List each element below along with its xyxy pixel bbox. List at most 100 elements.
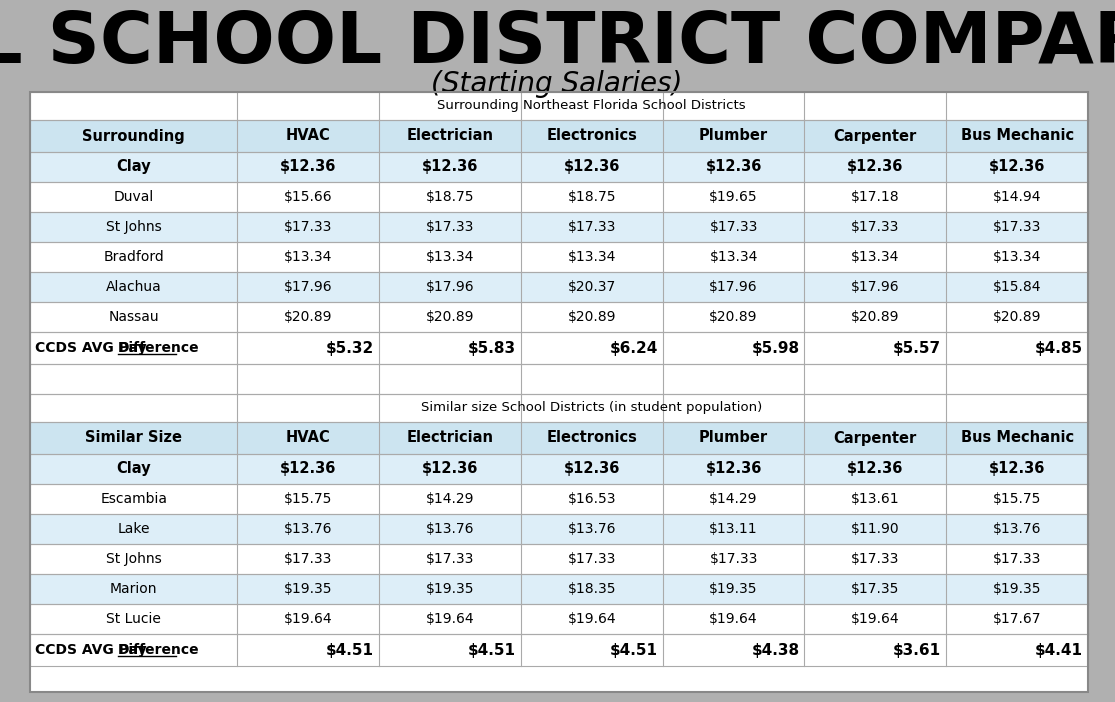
Bar xyxy=(30,272,1088,302)
Bar xyxy=(30,92,1088,120)
Text: Surrounding: Surrounding xyxy=(83,128,185,143)
Text: $12.36: $12.36 xyxy=(280,159,337,175)
Bar xyxy=(30,120,1088,152)
Text: Bradford: Bradford xyxy=(104,250,164,264)
Bar xyxy=(30,242,1088,272)
Text: $17.33: $17.33 xyxy=(709,220,758,234)
Bar xyxy=(30,574,1088,604)
Text: $16.53: $16.53 xyxy=(568,492,617,506)
Text: Lake: Lake xyxy=(117,522,149,536)
Text: $6.24: $6.24 xyxy=(609,340,658,355)
Text: $13.76: $13.76 xyxy=(284,522,332,536)
Text: Nassau: Nassau xyxy=(108,310,159,324)
Text: Difference: Difference xyxy=(118,643,200,657)
Text: $19.35: $19.35 xyxy=(284,582,332,596)
Text: $17.96: $17.96 xyxy=(851,280,900,294)
Text: $20.89: $20.89 xyxy=(284,310,332,324)
Text: $20.89: $20.89 xyxy=(992,310,1041,324)
Text: St Lucie: St Lucie xyxy=(106,612,162,626)
Text: $3.61: $3.61 xyxy=(893,642,941,658)
Text: Plumber: Plumber xyxy=(699,128,768,143)
Text: $18.75: $18.75 xyxy=(568,190,617,204)
Bar xyxy=(30,332,1088,364)
Text: $17.33: $17.33 xyxy=(426,552,474,566)
Text: $13.11: $13.11 xyxy=(709,522,758,536)
Text: $17.96: $17.96 xyxy=(426,280,474,294)
Text: $18.75: $18.75 xyxy=(426,190,474,204)
Text: Bus Mechanic: Bus Mechanic xyxy=(960,430,1074,446)
Text: $11.90: $11.90 xyxy=(851,522,900,536)
Text: Clay: Clay xyxy=(116,461,151,477)
Text: $17.33: $17.33 xyxy=(284,220,332,234)
Text: $15.66: $15.66 xyxy=(284,190,332,204)
Text: $4.85: $4.85 xyxy=(1035,340,1083,355)
Text: $17.33: $17.33 xyxy=(993,220,1041,234)
Text: Surrounding Northeast Florida School Districts: Surrounding Northeast Florida School Dis… xyxy=(437,100,746,112)
Text: $17.18: $17.18 xyxy=(851,190,900,204)
Text: $12.36: $12.36 xyxy=(706,159,762,175)
Text: $4.51: $4.51 xyxy=(468,642,516,658)
Text: Alachua: Alachua xyxy=(106,280,162,294)
Bar xyxy=(30,92,1088,692)
Text: $5.83: $5.83 xyxy=(468,340,516,355)
Text: $12.36: $12.36 xyxy=(847,159,903,175)
Text: $13.76: $13.76 xyxy=(426,522,474,536)
Text: $14.29: $14.29 xyxy=(426,492,474,506)
Text: Similar size School Districts (in student population): Similar size School Districts (in studen… xyxy=(421,402,763,414)
Text: Electrician: Electrician xyxy=(407,430,494,446)
Text: Electrician: Electrician xyxy=(407,128,494,143)
Text: Plumber: Plumber xyxy=(699,430,768,446)
Text: $19.65: $19.65 xyxy=(709,190,758,204)
Text: $12.36: $12.36 xyxy=(421,461,478,477)
Bar xyxy=(30,634,1088,666)
Text: $17.33: $17.33 xyxy=(568,220,615,234)
Text: $4.51: $4.51 xyxy=(327,642,375,658)
Text: $17.33: $17.33 xyxy=(851,552,900,566)
Text: $17.33: $17.33 xyxy=(568,552,615,566)
Bar xyxy=(30,394,1088,422)
Text: $18.35: $18.35 xyxy=(568,582,617,596)
Text: $19.64: $19.64 xyxy=(568,612,617,626)
Text: Duval: Duval xyxy=(114,190,154,204)
Text: Similar Size: Similar Size xyxy=(85,430,182,446)
Text: $12.36: $12.36 xyxy=(989,461,1045,477)
Text: Carpenter: Carpenter xyxy=(834,430,917,446)
Text: $12.36: $12.36 xyxy=(847,461,903,477)
Text: $20.37: $20.37 xyxy=(568,280,615,294)
Text: $12.36: $12.36 xyxy=(563,461,620,477)
Text: $13.76: $13.76 xyxy=(568,522,617,536)
Text: $15.84: $15.84 xyxy=(992,280,1041,294)
Text: CCDS AVG Pay: CCDS AVG Pay xyxy=(35,643,152,657)
Bar xyxy=(30,182,1088,212)
Text: $20.89: $20.89 xyxy=(426,310,474,324)
Text: $4.38: $4.38 xyxy=(752,642,799,658)
Text: $19.64: $19.64 xyxy=(709,612,758,626)
Bar xyxy=(30,92,1088,692)
Text: $17.67: $17.67 xyxy=(992,612,1041,626)
Text: $13.34: $13.34 xyxy=(851,250,900,264)
Bar xyxy=(30,364,1088,394)
Text: $13.34: $13.34 xyxy=(284,250,332,264)
Text: $12.36: $12.36 xyxy=(563,159,620,175)
Text: $20.89: $20.89 xyxy=(709,310,758,324)
Text: $4.51: $4.51 xyxy=(610,642,658,658)
Text: $17.33: $17.33 xyxy=(709,552,758,566)
Text: St Johns: St Johns xyxy=(106,552,162,566)
Text: Electronics: Electronics xyxy=(546,128,638,143)
Bar xyxy=(30,302,1088,332)
Text: $13.76: $13.76 xyxy=(992,522,1041,536)
Text: $5.32: $5.32 xyxy=(326,340,375,355)
Text: Escambia: Escambia xyxy=(100,492,167,506)
Text: $5.98: $5.98 xyxy=(752,340,799,355)
Text: $15.75: $15.75 xyxy=(284,492,332,506)
Text: $5.57: $5.57 xyxy=(893,340,941,355)
Text: $13.61: $13.61 xyxy=(851,492,900,506)
Text: CCDS AVG Pay: CCDS AVG Pay xyxy=(35,341,152,355)
Text: $19.64: $19.64 xyxy=(284,612,332,626)
Text: $17.33: $17.33 xyxy=(284,552,332,566)
Text: $19.35: $19.35 xyxy=(426,582,474,596)
Text: $19.64: $19.64 xyxy=(851,612,900,626)
Text: $14.29: $14.29 xyxy=(709,492,758,506)
Text: $17.33: $17.33 xyxy=(993,552,1041,566)
Text: $12.36: $12.36 xyxy=(706,461,762,477)
